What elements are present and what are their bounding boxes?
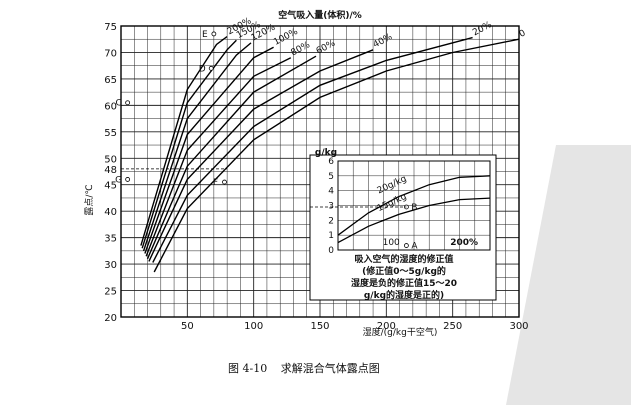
point-label-0: E [202,30,208,40]
point-marker-1 [208,65,214,71]
point-label-2: C [115,99,121,109]
inset-note-line-0: 吸入空气的湿度的修正值 [354,253,453,265]
x-tick-label: 50 [181,321,194,332]
series-label-1: 20% [471,20,494,38]
y-tick-label: 40 [104,207,117,218]
y-tick-label: 60 [104,101,117,112]
point-marker-0 [211,31,217,37]
series-curve-3 [146,55,317,260]
series-curve-1 [152,36,473,263]
figure-title: 求解混合气体露点图 [280,362,380,375]
point-label-4: F [213,178,218,188]
series-label-3: 60% [315,38,338,56]
point-marker-2 [125,100,131,106]
y-axis-label: 露点/℃ [84,184,95,215]
point-marker-3 [125,177,131,182]
y-tick-label: 70 [104,48,117,59]
series-label-2: 40% [372,32,395,50]
y-tick-label: 65 [104,75,117,86]
series-label-0: 0 [518,28,528,40]
series-label-5: 100% [272,27,300,48]
x-tick-label: 100 [244,321,263,332]
inset-curve-0 [337,175,491,236]
inset-curve-1 [337,197,491,244]
inset-y-tick: 5 [328,172,334,182]
main-series: 020%40%60%80%100%120%150%200% [140,16,528,273]
point-label-3: G [115,175,122,185]
y-tick-label: 30 [104,260,117,271]
inset-note-line-1: (修正值0～5g/kg的 [362,265,446,277]
series-label-4: 80% [290,40,313,58]
inset-y-tick: 0 [328,246,334,256]
inset-note-line-2: 湿度是负的修正值15～20 [351,277,457,289]
y-tick-label: 50 [104,154,117,165]
figure-number: 图 4-10 [228,362,268,375]
inset-annotation-200: 200% [450,238,478,248]
x-tick-label: 150 [310,321,329,332]
inset-point-1 [403,243,409,248]
main-axes: 50 100 150 200 250 30020253035404550556065707… [84,9,529,338]
y-tick-label: 55 [104,128,117,139]
y-tick-label: 20 [104,313,117,324]
y-tick-label: 35 [104,234,117,245]
plot-frame [120,25,520,318]
series-curve-5 [144,46,274,254]
y-tick-label-extra: 48 [104,165,117,176]
inset-frame [337,160,491,251]
inset-y-label: g/kg [315,148,337,158]
inset-point-label-0: B [411,203,417,213]
inset-y-tick: 1 [328,231,334,241]
series-curve-6 [142,42,252,252]
y-tick-label: 25 [104,287,117,298]
inset-note-line-3: g/kg的湿度是正的) [364,289,444,301]
series-curve-4 [145,57,292,257]
inset-y-tick: 2 [328,216,334,226]
y-tick-label: 75 [104,22,117,33]
y-tick-label: 45 [104,181,117,192]
main-labels: E D C G F [115,30,228,188]
figure-caption: 图 4-10 求解混合气体露点图 [228,360,390,376]
inset-y-tick: 4 [328,187,334,197]
inset-y-tick: 3 [328,202,334,212]
inset-y-tick: 6 [328,157,334,167]
series-curve-0 [153,38,520,273]
inset-point-label-1: A [411,242,418,252]
point-label-1: D [199,64,206,74]
chart-title: 空气吸入量(体积)/% [278,9,362,21]
x-tick-label: 300 [509,321,528,332]
series-curve-8 [140,36,228,246]
inset-panel [309,154,497,301]
series-curve-7 [141,39,237,249]
inset-annotation-100: 100 [383,238,400,248]
x-tick-label: 250 [443,321,462,332]
x-tick-label: 200 [377,321,396,332]
x-axis-label: 湿度/(g/kg干空气) [363,326,438,338]
point-marker-4 [222,179,227,185]
series-curve-2 [148,49,374,262]
